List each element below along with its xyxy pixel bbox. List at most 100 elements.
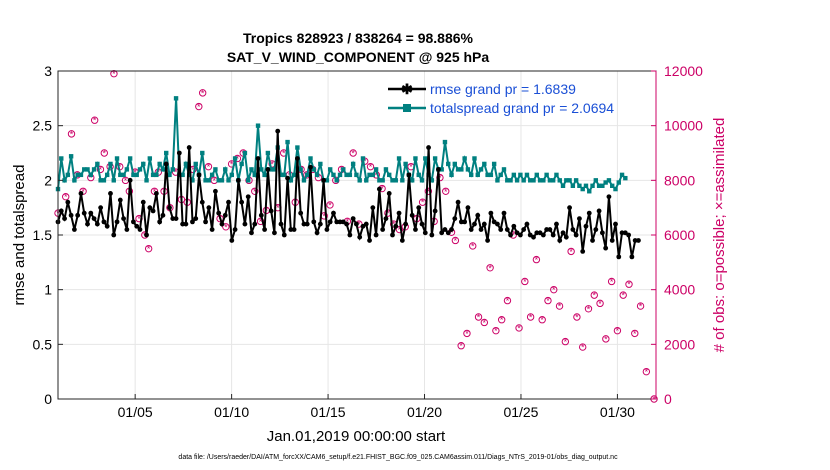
totalspread-point bbox=[364, 178, 369, 183]
rmse-point bbox=[354, 221, 359, 227]
totalspread-point bbox=[531, 178, 536, 183]
totalspread-point bbox=[468, 172, 474, 178]
obs-assimilated-point: * bbox=[207, 162, 211, 172]
obs-assimilated-point: * bbox=[93, 116, 97, 126]
obs-assimilated-point: * bbox=[593, 291, 597, 301]
totalspread-point bbox=[377, 178, 382, 183]
rmse-point bbox=[347, 232, 353, 238]
obs-assimilated-point: * bbox=[552, 285, 556, 295]
obs-assimilated-point: * bbox=[454, 236, 458, 246]
rmse-point bbox=[386, 191, 392, 196]
rmse-point bbox=[619, 230, 625, 236]
totalspread-point bbox=[134, 172, 139, 178]
totalspread-point bbox=[262, 172, 267, 178]
rmse-point bbox=[68, 212, 74, 218]
rmse-point bbox=[629, 254, 635, 260]
rmse-point bbox=[495, 221, 500, 227]
obs-assimilated-point: * bbox=[230, 159, 234, 169]
rmse-point bbox=[403, 221, 409, 227]
obs-possible-point bbox=[222, 223, 230, 231]
rmse-point bbox=[550, 232, 556, 238]
totalspread-point bbox=[452, 161, 458, 167]
totalspread-point bbox=[560, 183, 566, 188]
x-tick-label: 01/20 bbox=[407, 404, 442, 420]
totalspread-point bbox=[390, 178, 395, 183]
totalspread-point bbox=[462, 156, 467, 161]
rmse-point bbox=[65, 199, 71, 205]
obs-assimilated-point: * bbox=[70, 129, 74, 139]
totalspread-point bbox=[124, 167, 130, 172]
obs-possible-point bbox=[573, 313, 581, 321]
totalspread-point bbox=[370, 172, 376, 178]
totalspread-point bbox=[173, 96, 179, 101]
obs-possible-point bbox=[636, 302, 645, 310]
totalspread-point bbox=[62, 178, 67, 183]
obs-assimilated-point: * bbox=[471, 241, 475, 251]
rmse-point bbox=[616, 254, 622, 260]
rmse-point bbox=[455, 199, 461, 205]
rmse-point bbox=[419, 221, 425, 227]
totalspread-point bbox=[518, 172, 523, 178]
rmse-point bbox=[383, 216, 389, 222]
rmse-point bbox=[517, 232, 523, 238]
rmse-point bbox=[406, 172, 412, 178]
obs-possible-point bbox=[625, 280, 633, 288]
totalspread-point bbox=[190, 178, 195, 183]
obs-possible-point bbox=[584, 305, 593, 313]
totalspread-point bbox=[459, 167, 464, 172]
rmse-point bbox=[226, 199, 231, 205]
rmse-point bbox=[409, 212, 415, 218]
totalspread-point bbox=[170, 167, 175, 172]
totalspread-point bbox=[419, 178, 425, 183]
rmse-point bbox=[176, 150, 182, 156]
obs-possible-point bbox=[457, 342, 465, 350]
rmse-point bbox=[62, 216, 67, 222]
obs-assimilated-point: * bbox=[147, 244, 151, 254]
obs-possible-point bbox=[366, 162, 375, 171]
obs-possible-point bbox=[67, 130, 76, 138]
legend-label-rmse: rmse grand pr = 1.6839 bbox=[430, 81, 576, 97]
totalspread-point bbox=[396, 156, 402, 161]
totalspread-point bbox=[409, 178, 415, 183]
y-left-tick-label: 2.5 bbox=[33, 118, 53, 134]
obs-assimilated-point: * bbox=[112, 69, 116, 79]
totalspread-point bbox=[610, 183, 615, 188]
totalspread-point bbox=[524, 172, 530, 178]
totalspread-point bbox=[350, 161, 356, 167]
obs-assimilated-point: * bbox=[459, 341, 463, 351]
rmse-point bbox=[350, 216, 356, 222]
obs-possible-point bbox=[497, 316, 506, 324]
rmse-point bbox=[258, 212, 264, 218]
totalspread-point bbox=[557, 178, 562, 183]
totalspread-point bbox=[314, 172, 320, 178]
legend-marker-rmse: ✱ bbox=[401, 81, 413, 97]
obs-possible-point bbox=[492, 326, 500, 335]
totalspread-point bbox=[511, 172, 517, 178]
totalspread-point bbox=[78, 172, 84, 178]
obs-assimilated-point: * bbox=[224, 222, 228, 232]
rmse-point bbox=[504, 227, 510, 232]
rmse-point bbox=[193, 216, 199, 222]
rmse-point bbox=[380, 227, 386, 232]
rmse-point bbox=[465, 205, 471, 211]
totalspread-point bbox=[501, 167, 507, 172]
y-left-tick-label: 1 bbox=[44, 282, 52, 298]
totalspread-point bbox=[265, 150, 271, 156]
obs-possible-point bbox=[144, 244, 153, 253]
y-axis-right-label: # of obs: o=possible; ×=assimilated bbox=[711, 118, 728, 353]
rmse-point bbox=[216, 210, 222, 216]
rmse-point bbox=[321, 177, 327, 183]
totalspread-point bbox=[472, 156, 477, 161]
rmse-point bbox=[596, 208, 602, 214]
obs-assimilated-point: * bbox=[317, 173, 321, 183]
rmse-point bbox=[590, 238, 595, 243]
obs-assimilated-point: * bbox=[357, 220, 361, 230]
totalspread-point bbox=[491, 161, 497, 167]
totalspread-point bbox=[537, 178, 543, 183]
rmse-point bbox=[501, 210, 507, 216]
rmse-point bbox=[357, 234, 363, 240]
totalspread-point bbox=[587, 189, 592, 194]
chart-title-line2: SAT_V_WIND_COMPONENT @ 925 hPa bbox=[227, 49, 490, 65]
obs-possible-point bbox=[204, 162, 213, 171]
obs-possible-point bbox=[480, 318, 489, 327]
